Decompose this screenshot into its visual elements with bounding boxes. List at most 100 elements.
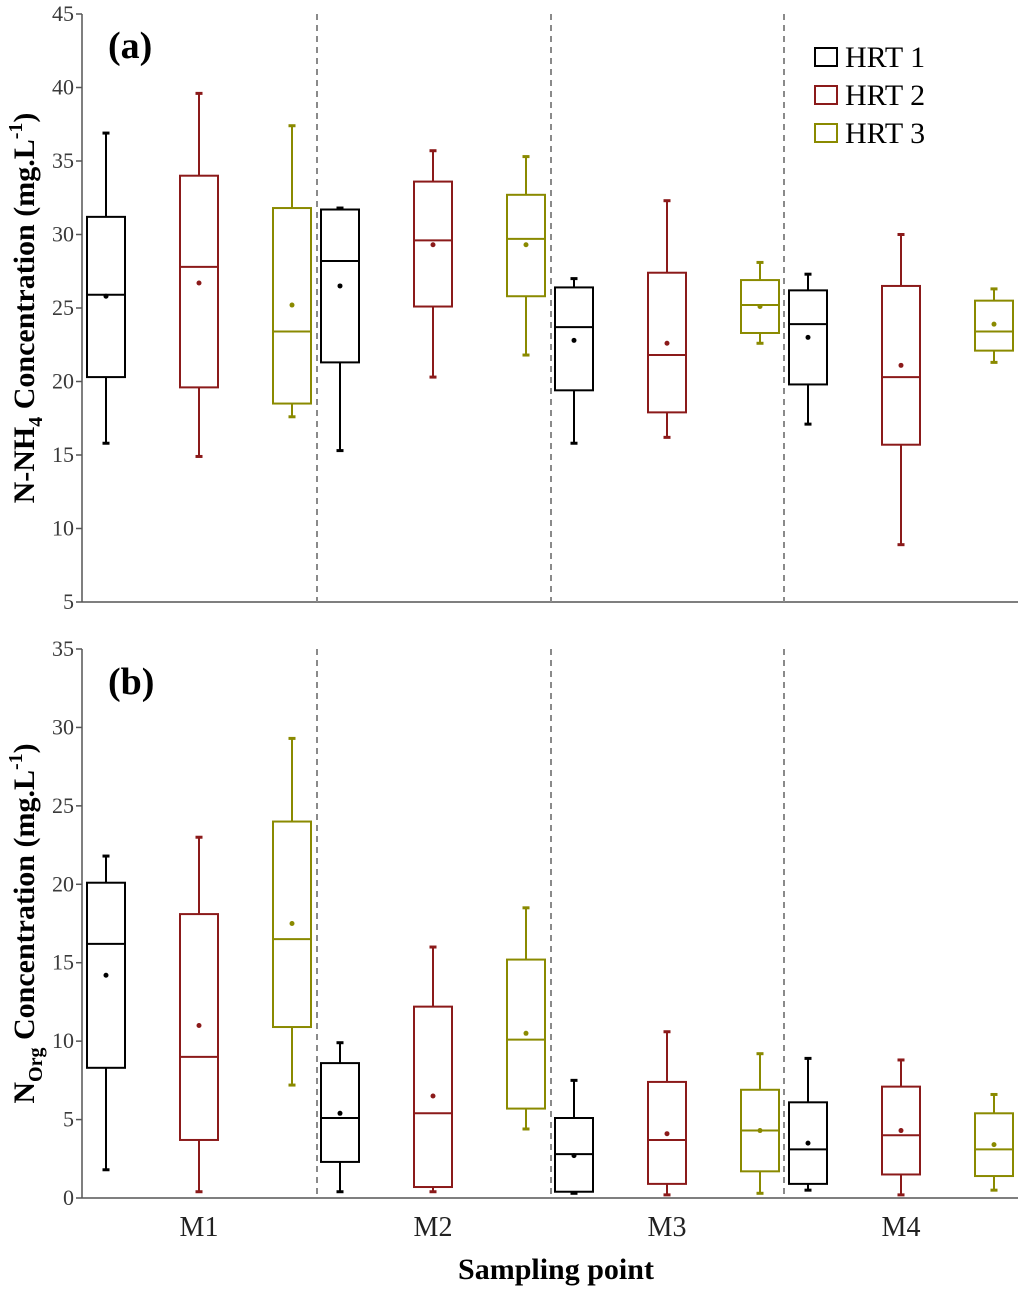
panel-b: 0 5 10 15 20 25 30 35 (b) NOrg Concentration (mg.… bbox=[5, 636, 1018, 1243]
box-hrt2 bbox=[881, 233, 921, 547]
box-mean-point bbox=[898, 1128, 904, 1134]
y-axis-title-part: ) bbox=[8, 113, 41, 123]
legend-swatch bbox=[814, 47, 838, 67]
y-tick-label: 10 bbox=[52, 516, 74, 541]
box-hrt3 bbox=[974, 287, 1014, 364]
y-axis-title-part: -1 bbox=[5, 753, 27, 770]
box-hrt2 bbox=[413, 149, 453, 379]
box-mean-point bbox=[289, 921, 295, 926]
box-iqr bbox=[788, 1101, 828, 1185]
box-hrt2 bbox=[647, 199, 687, 439]
box-iqr bbox=[320, 1062, 360, 1163]
box-iqr bbox=[647, 1080, 687, 1185]
box-hrt2 bbox=[647, 1030, 687, 1197]
box-iqr bbox=[647, 271, 687, 414]
box-hrt1 bbox=[554, 1078, 594, 1195]
x-category-label: M3 bbox=[648, 1212, 687, 1243]
box-iqr bbox=[413, 1005, 453, 1189]
box-iqr bbox=[86, 881, 126, 1069]
y-tick-label: 15 bbox=[52, 442, 74, 467]
box-hrt3 bbox=[974, 1092, 1014, 1192]
box-iqr bbox=[86, 215, 126, 379]
box-hrt2 bbox=[413, 945, 453, 1194]
box-mean-point bbox=[289, 302, 295, 308]
box-iqr bbox=[506, 193, 546, 298]
x-category-label: M1 bbox=[180, 1212, 219, 1243]
box-iqr bbox=[413, 180, 453, 308]
box-iqr bbox=[974, 1112, 1014, 1178]
y-tick-label: 40 bbox=[52, 75, 74, 100]
box-mean-point bbox=[103, 293, 109, 299]
box-hrt1 bbox=[554, 277, 594, 445]
y-tick-label: 5 bbox=[63, 1107, 74, 1132]
legend-label: HRT 1 bbox=[845, 41, 925, 74]
box-mean-point bbox=[898, 362, 904, 368]
panel-label: (b) bbox=[108, 661, 154, 703]
box-hrt1 bbox=[86, 854, 126, 1172]
box-mean-point bbox=[991, 1142, 997, 1148]
box-iqr bbox=[881, 1085, 921, 1176]
box-mean-point bbox=[805, 1140, 811, 1146]
y-axis-title-part: Org bbox=[25, 1048, 47, 1082]
y-tick-label: 20 bbox=[52, 871, 74, 896]
y-axis-title-part: N-NH bbox=[8, 427, 41, 504]
y-axis-title: NOrg Concentration (mg.L-1) bbox=[5, 743, 47, 1103]
box-mean-point bbox=[430, 242, 436, 248]
box-hrt1 bbox=[320, 206, 360, 453]
box-mean-point bbox=[991, 321, 997, 327]
box-mean-point bbox=[196, 280, 202, 286]
x-axis-title: Sampling point bbox=[458, 1253, 654, 1286]
legend-swatch bbox=[814, 85, 838, 105]
box-iqr bbox=[554, 286, 594, 392]
legend: HRT 1 HRT 2 HRT 3 bbox=[814, 41, 925, 150]
box-hrt3 bbox=[740, 1052, 780, 1195]
box-hrt1 bbox=[788, 1056, 828, 1192]
legend-swatch bbox=[814, 123, 838, 143]
box-iqr bbox=[179, 913, 219, 1141]
y-tick-label: 45 bbox=[52, 1, 74, 26]
y-axis-title-part: 4 bbox=[25, 417, 47, 427]
legend-label: HRT 3 bbox=[845, 117, 925, 150]
box-mean-point bbox=[757, 1128, 763, 1134]
y-tick-label: 30 bbox=[52, 714, 74, 739]
box-mean-point bbox=[757, 304, 763, 310]
box-iqr bbox=[320, 208, 360, 364]
box-iqr bbox=[974, 299, 1014, 352]
box-mean-point bbox=[571, 337, 577, 343]
y-tick-label: 0 bbox=[63, 1185, 74, 1210]
box-mean-point bbox=[523, 242, 529, 248]
y-tick-label: 20 bbox=[52, 369, 74, 394]
y-axis-title-part: -1 bbox=[5, 123, 27, 140]
y-tick-label: 35 bbox=[52, 636, 74, 661]
box-iqr bbox=[881, 284, 921, 446]
box-hrt3 bbox=[740, 260, 780, 345]
box-iqr bbox=[740, 279, 780, 334]
box-iqr bbox=[506, 958, 546, 1110]
panel-a: 5 10 15 20 25 30 35 40 45 (a) N-NH4 Concentration … bbox=[5, 1, 1018, 614]
box-hrt2 bbox=[179, 91, 219, 458]
x-category-label: M2 bbox=[414, 1212, 453, 1243]
y-tick-label: 10 bbox=[52, 1028, 74, 1053]
y-tick-label: 30 bbox=[52, 222, 74, 247]
box-mean-point bbox=[664, 340, 670, 346]
box-mean-point bbox=[103, 972, 109, 978]
box-hrt1 bbox=[320, 1041, 360, 1194]
x-category-label: M4 bbox=[882, 1212, 921, 1243]
box-hrt2 bbox=[881, 1058, 921, 1197]
box-hrt1 bbox=[86, 131, 126, 445]
box-hrt3 bbox=[272, 736, 312, 1087]
box-mean-point bbox=[337, 283, 343, 289]
y-tick-label: 15 bbox=[52, 950, 74, 975]
box-iqr bbox=[179, 174, 219, 389]
y-tick-label: 5 bbox=[63, 589, 74, 614]
box-iqr bbox=[272, 820, 312, 1029]
panel-label: (a) bbox=[108, 25, 152, 67]
box-iqr bbox=[788, 289, 828, 386]
y-axis-title: N-NH4 Concentration (mg.L-1) bbox=[5, 113, 47, 504]
box-hrt1 bbox=[788, 272, 828, 426]
box-mean-point bbox=[337, 1110, 343, 1116]
legend-label: HRT 2 bbox=[845, 79, 925, 112]
box-mean-point bbox=[571, 1153, 577, 1159]
box-mean-point bbox=[664, 1131, 670, 1137]
